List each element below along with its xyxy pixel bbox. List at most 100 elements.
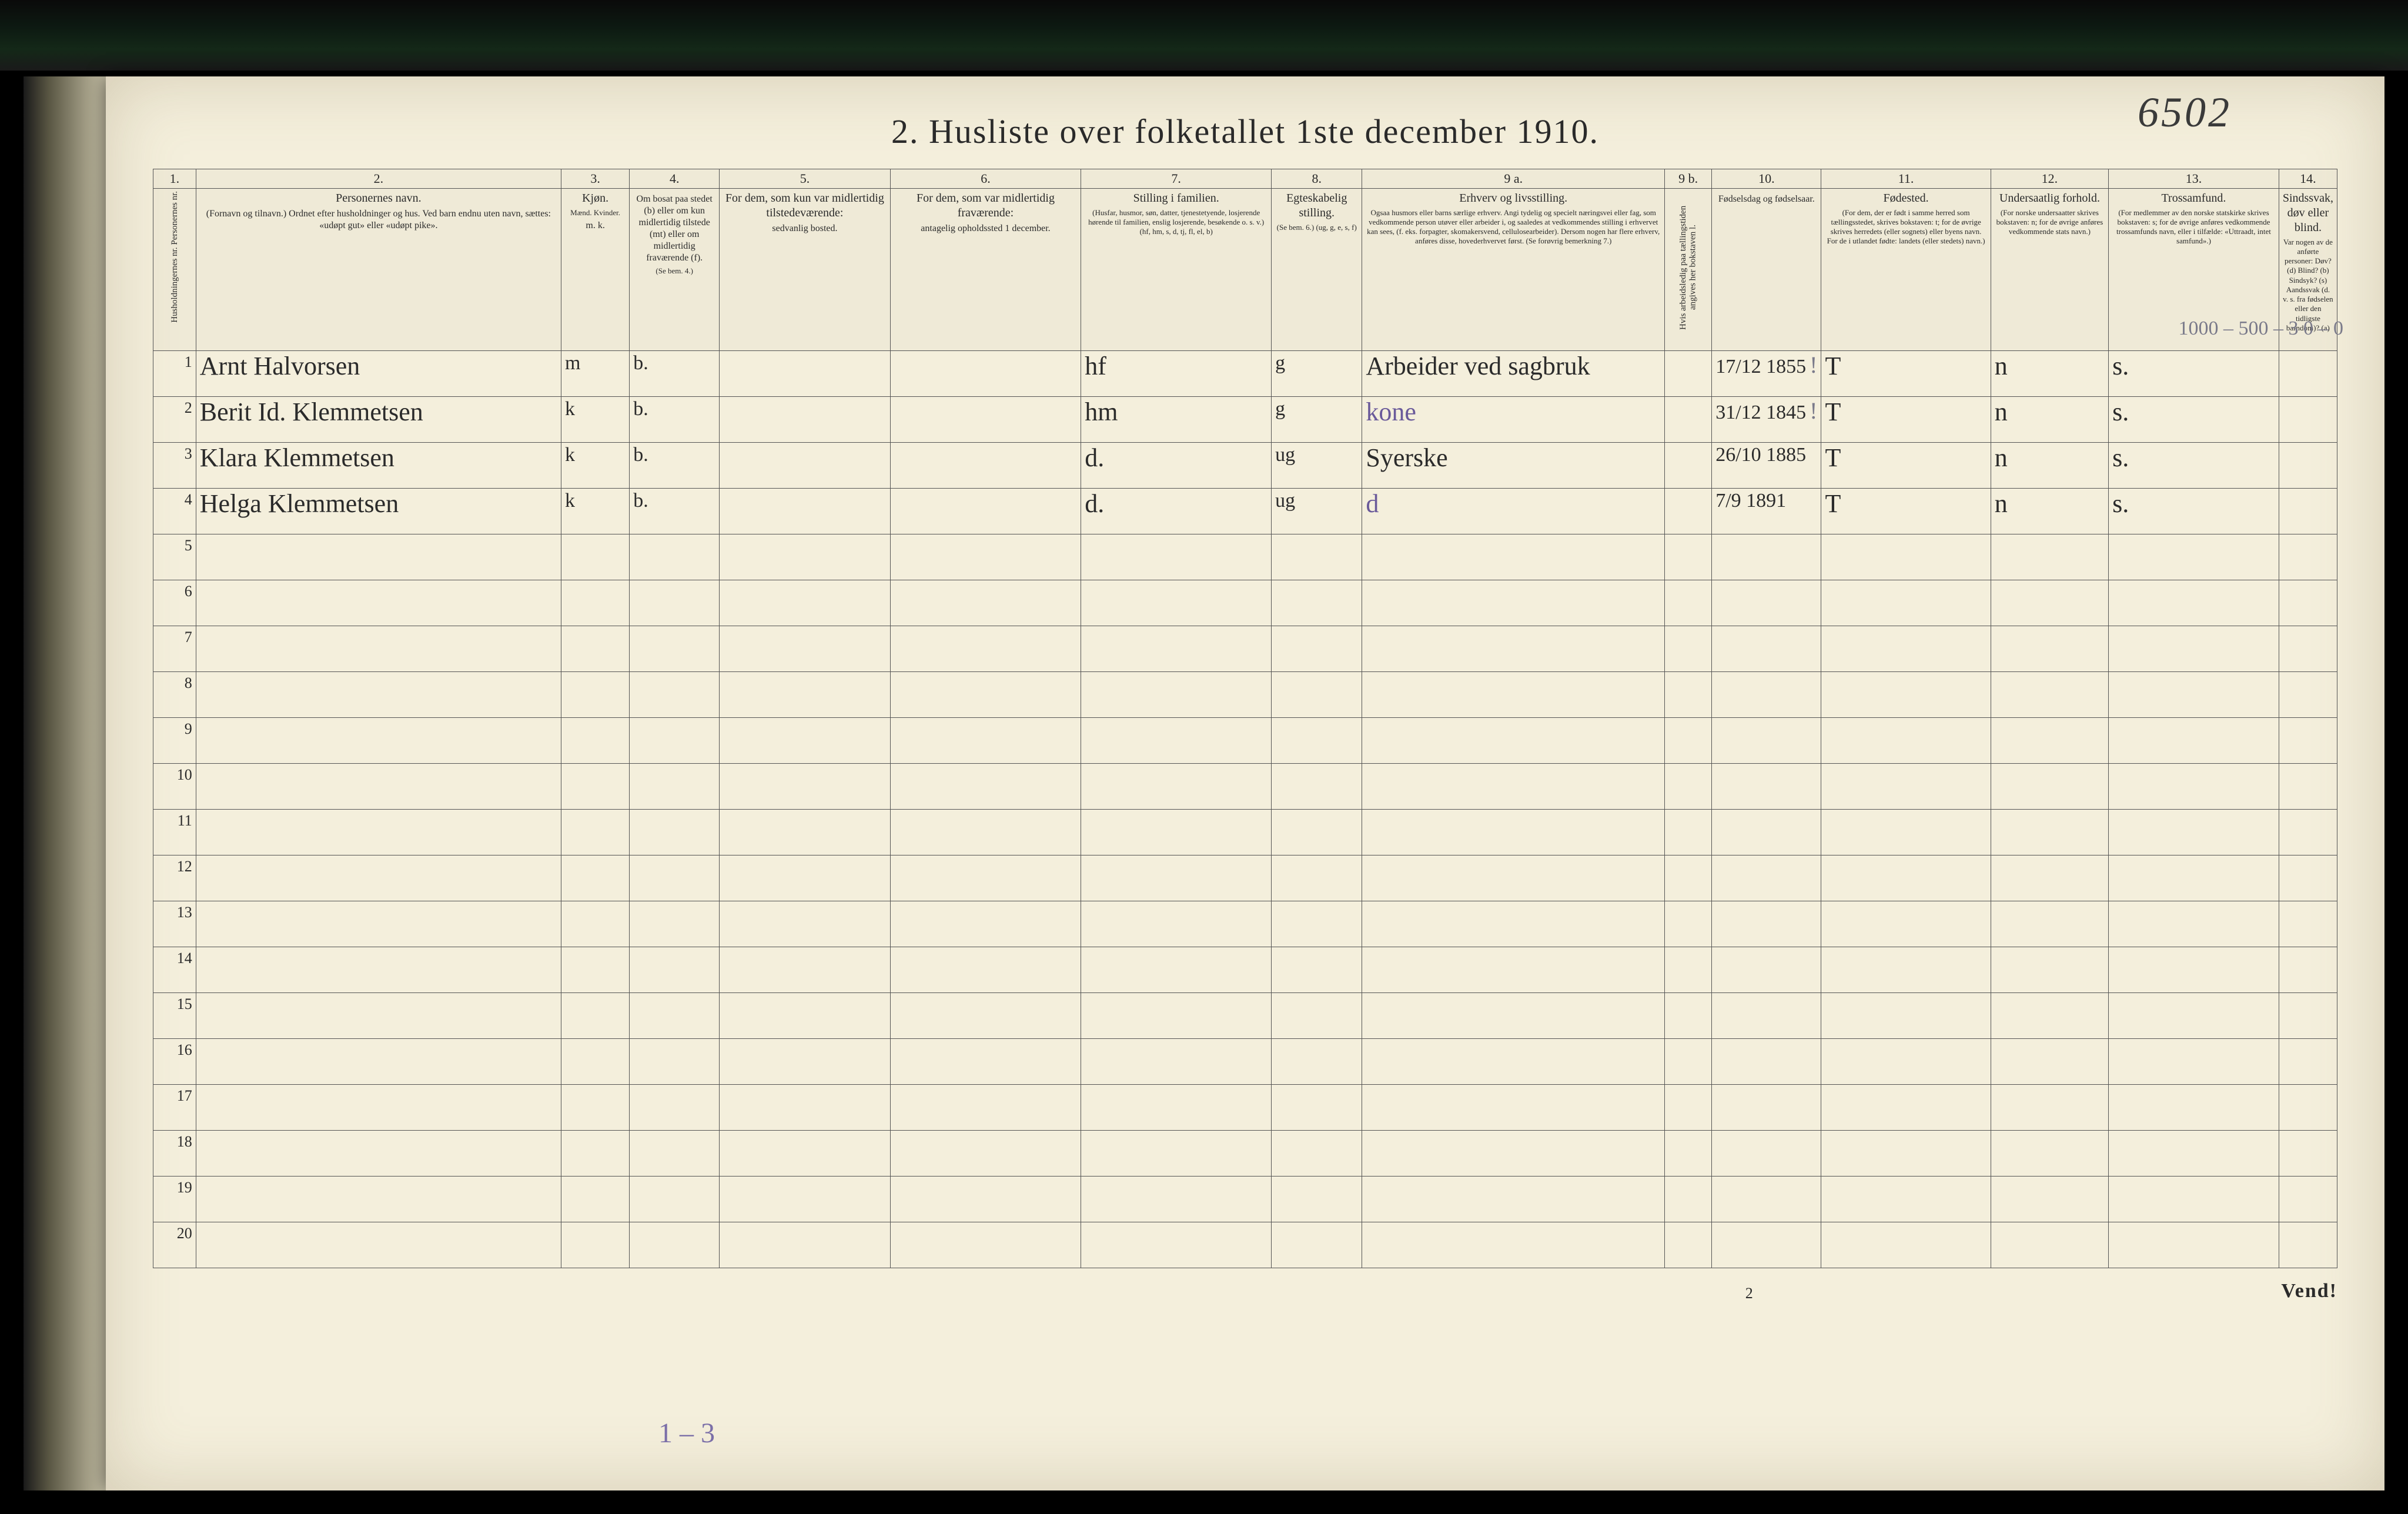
empty-cell: [196, 671, 561, 717]
empty-cell: [1081, 855, 1272, 901]
empty-cell: [720, 717, 891, 763]
empty-cell: [1665, 1084, 1712, 1130]
empty-cell: [890, 809, 1081, 855]
empty-cell: [1272, 809, 1362, 855]
empty-cell: [630, 1176, 720, 1222]
empty-cell: [1712, 1176, 1821, 1222]
empty-cell: [1665, 671, 1712, 717]
empty-cell: [1081, 580, 1272, 626]
empty-cell: [2279, 763, 2337, 809]
empty-cell: [890, 1084, 1081, 1130]
empty-cell: [1712, 901, 1821, 947]
birthplace: T: [1821, 442, 1991, 488]
empty-cell: [890, 1222, 1081, 1268]
empty-cell: [630, 763, 720, 809]
row-number: 13: [153, 901, 196, 947]
empty-cell: [1712, 1130, 1821, 1176]
empty-cell: [1991, 1130, 2108, 1176]
empty-cell: [196, 580, 561, 626]
empty-cell: [1821, 763, 1991, 809]
empty-cell: [1081, 992, 1272, 1038]
empty-cell: [561, 580, 629, 626]
column-number: 4.: [630, 169, 720, 189]
empty-cell: [1272, 671, 1362, 717]
birthplace: T: [1821, 396, 1991, 442]
empty-cell: [1991, 992, 2108, 1038]
empty-cell: [196, 947, 561, 992]
column-number: 7.: [1081, 169, 1272, 189]
family-position: hm: [1081, 396, 1272, 442]
col2-header: Personernes navn. (Fornavn og tilnavn.) …: [196, 188, 561, 350]
unemployed: [1665, 488, 1712, 534]
empty-cell: [2109, 763, 2279, 809]
column-number-row: 1.2.3.4.5.6.7.8.9 a.9 b.10.11.12.13.14.: [153, 169, 2337, 189]
empty-cell: [1362, 1130, 1665, 1176]
empty-cell: [2279, 1176, 2337, 1222]
empty-cell: [1362, 809, 1665, 855]
empty-cell: [1821, 1038, 1991, 1084]
occupation: Syerske: [1362, 442, 1665, 488]
empty-cell: [1821, 855, 1991, 901]
row-number: 4: [153, 488, 196, 534]
empty-cell: [2279, 809, 2337, 855]
column-number: 8.: [1272, 169, 1362, 189]
empty-cell: [1991, 580, 2108, 626]
empty-cell: [890, 855, 1081, 901]
empty-cell: [196, 809, 561, 855]
col6-header: For dem, som var midlertidig fraværende:…: [890, 188, 1081, 350]
empty-cell: [1665, 1176, 1712, 1222]
empty-cell: [2109, 671, 2279, 717]
column-number: 9 a.: [1362, 169, 1665, 189]
table-row: 7: [153, 626, 2337, 671]
empty-cell: [720, 671, 891, 717]
row-number: 5: [153, 534, 196, 580]
occupation: Arbeider ved sagbruk: [1362, 350, 1665, 396]
empty-cell: [2109, 1222, 2279, 1268]
empty-cell: [890, 1176, 1081, 1222]
col8-header: Egteskabelig stilling. (Se bem. 6.) (ug,…: [1272, 188, 1362, 350]
birth-date: 17/12 1855!: [1712, 350, 1821, 396]
binding-strip: [0, 0, 2408, 71]
empty-cell: [630, 901, 720, 947]
empty-cell: [196, 763, 561, 809]
empty-cell: [1272, 855, 1362, 901]
empty-cell: [196, 855, 561, 901]
row-number: 1: [153, 350, 196, 396]
page-curl-shadow: [24, 76, 106, 1490]
empty-cell: [2109, 1084, 2279, 1130]
empty-cell: [1821, 947, 1991, 992]
col4-header: Om bosat paa stedet (b) eller om kun mid…: [630, 188, 720, 350]
empty-cell: [1991, 1038, 2108, 1084]
empty-cell: [1821, 580, 1991, 626]
empty-cell: [561, 1084, 629, 1130]
empty-cell: [1272, 992, 1362, 1038]
empty-cell: [196, 901, 561, 947]
empty-cell: [630, 1130, 720, 1176]
empty-cell: [2279, 1038, 2337, 1084]
empty-cell: [1081, 717, 1272, 763]
empty-cell: [890, 947, 1081, 992]
page-number: 2: [1217, 1285, 2281, 1302]
empty-cell: [1272, 1084, 1362, 1130]
empty-cell: [890, 1038, 1081, 1084]
empty-cell: [1665, 809, 1712, 855]
empty-cell: [561, 763, 629, 809]
table-row: 19: [153, 1176, 2337, 1222]
archive-number: 6502: [2138, 88, 2232, 137]
empty-cell: [720, 763, 891, 809]
empty-cell: [1362, 947, 1665, 992]
row-number: 10: [153, 763, 196, 809]
empty-cell: [1665, 763, 1712, 809]
empty-cell: [1712, 947, 1821, 992]
table-row: 11: [153, 809, 2337, 855]
empty-cell: [890, 1130, 1081, 1176]
empty-cell: [630, 534, 720, 580]
empty-cell: [1712, 1038, 1821, 1084]
disability: [2279, 442, 2337, 488]
citizenship: n: [1991, 442, 2108, 488]
table-row: 8: [153, 671, 2337, 717]
row-number: 14: [153, 947, 196, 992]
empty-cell: [630, 1084, 720, 1130]
empty-cell: [561, 992, 629, 1038]
vend-text: Vend!: [2281, 1280, 2337, 1302]
